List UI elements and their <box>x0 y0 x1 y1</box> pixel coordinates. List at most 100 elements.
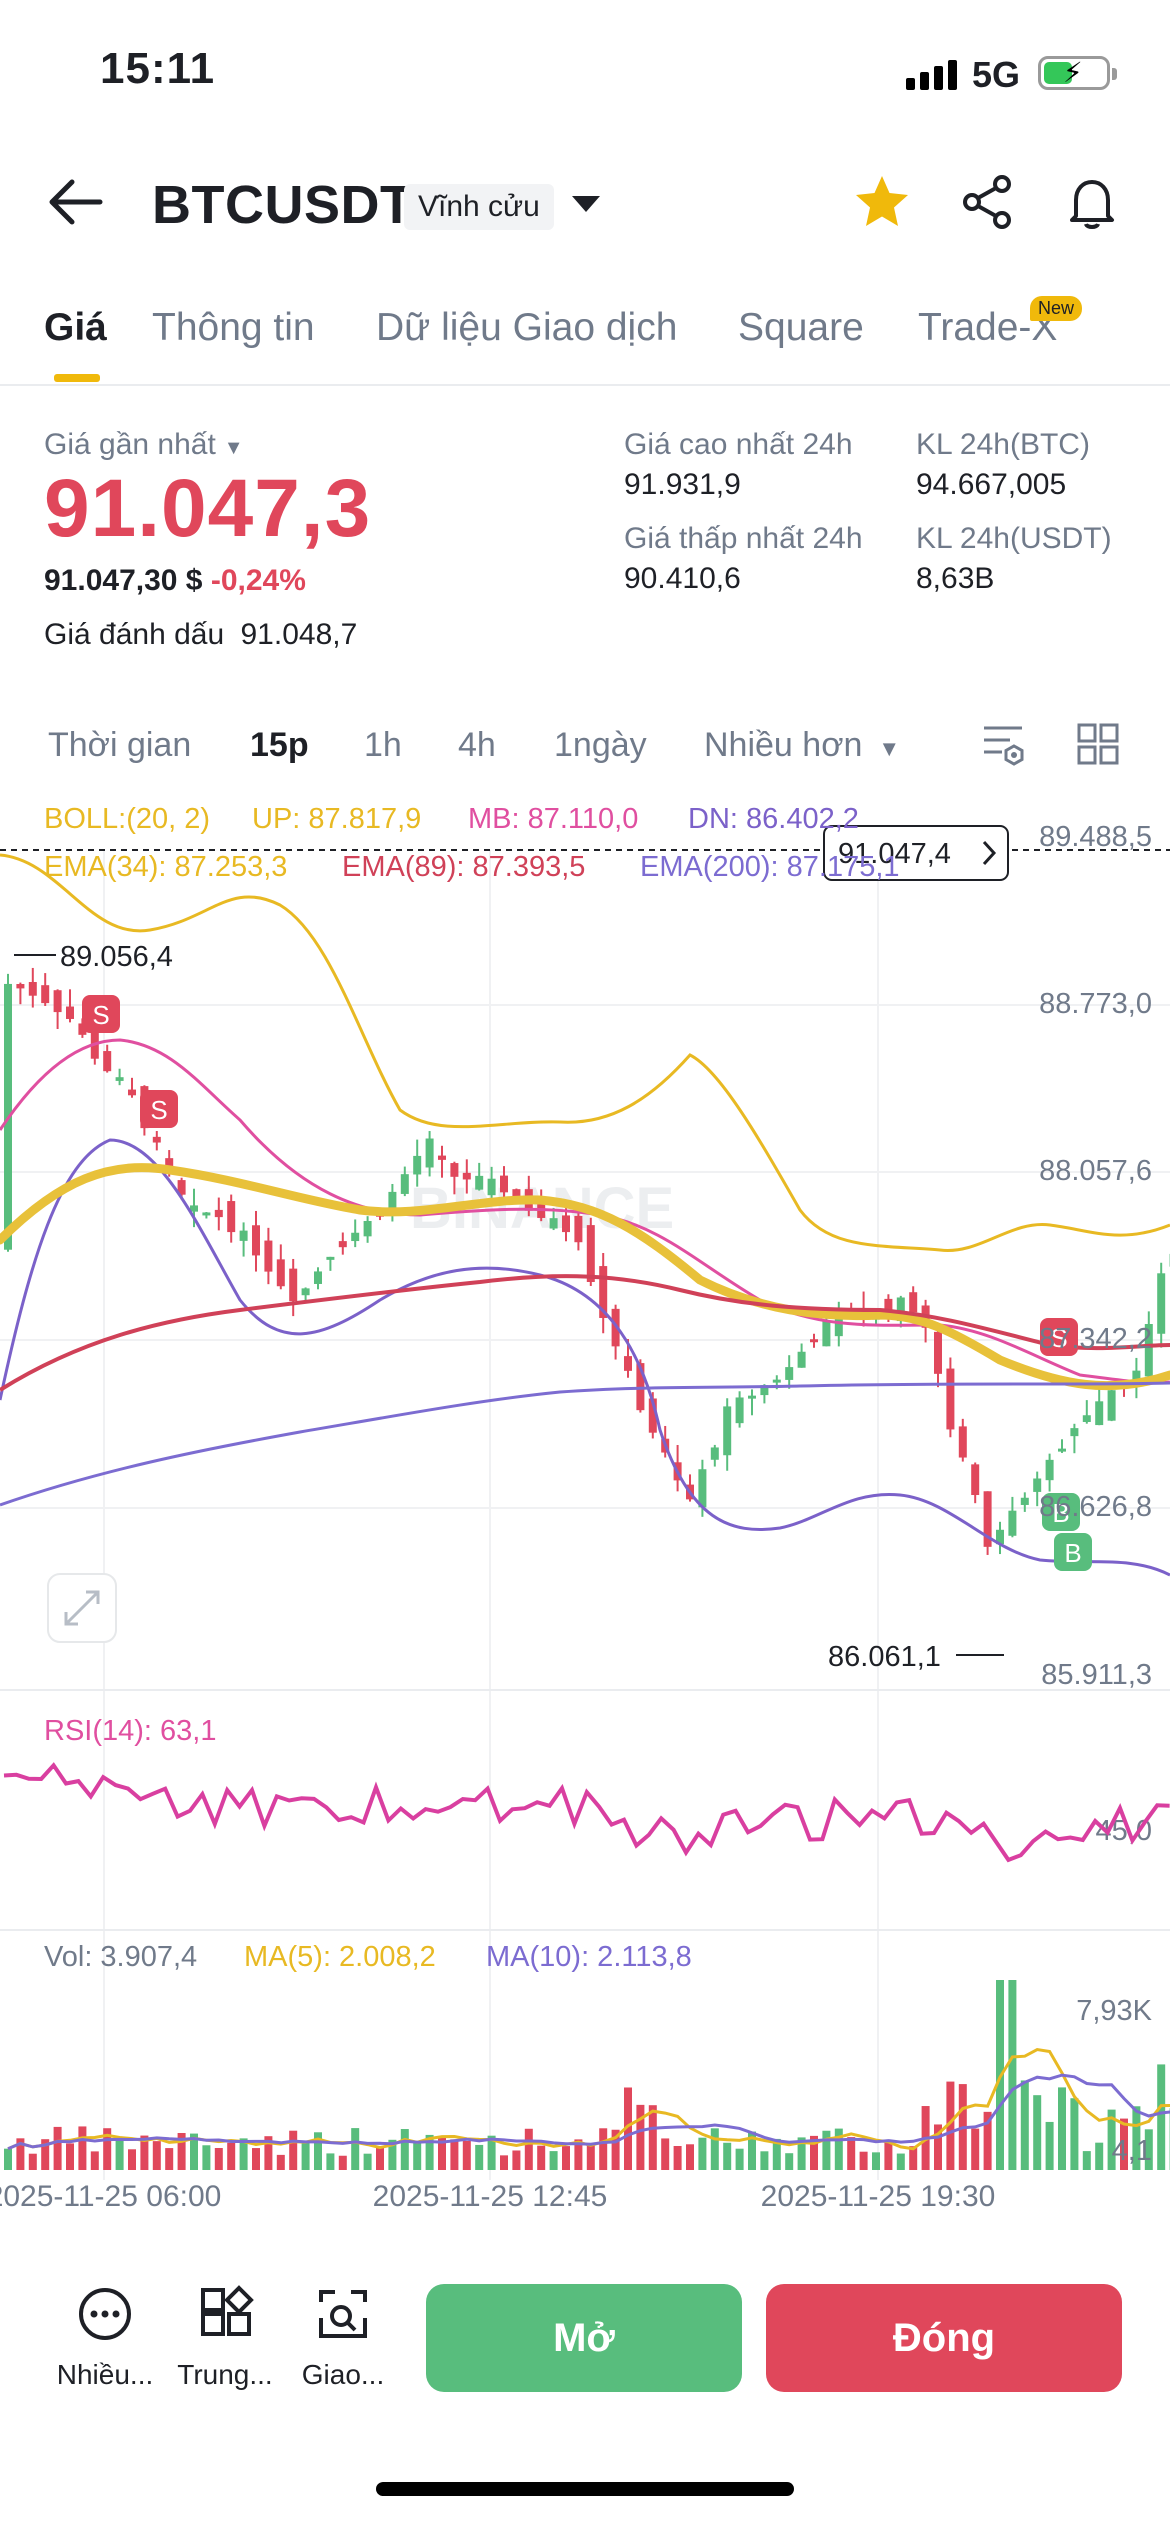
candle-body <box>202 1212 211 1216</box>
svg-text:S: S <box>150 1095 167 1125</box>
volume-bar <box>450 2139 459 2170</box>
candle-body <box>239 1230 248 1241</box>
price-chart[interactable]: BINANCE S S S B B 89.056,4 86.061,1 89.4… <box>0 785 1170 2255</box>
widgets-icon <box>201 2285 254 2336</box>
tab-square[interactable]: Square <box>738 306 864 349</box>
volume-bar <box>586 2144 595 2170</box>
trade-bot-icon <box>319 2290 367 2338</box>
candle-body <box>1058 1448 1066 1452</box>
chart-grid <box>0 850 1170 2180</box>
tf-15m[interactable]: 15p <box>250 726 309 764</box>
candle-body <box>41 985 50 1004</box>
candle-body <box>462 1172 471 1180</box>
open-position-button[interactable]: Mở <box>426 2284 742 2392</box>
more-button[interactable]: Nhiều... <box>50 2284 160 2391</box>
last-price-label[interactable]: Giá gần nhất ▼ <box>44 428 244 461</box>
high-marker: 89.056,4 <box>60 941 173 973</box>
volume-bar <box>983 2111 992 2170</box>
candle-body <box>574 1215 583 1243</box>
tf-1d[interactable]: 1ngày <box>554 726 647 764</box>
candle-body <box>165 1158 174 1169</box>
volume-bar <box>78 2126 87 2170</box>
volume-bar <box>524 2128 533 2170</box>
volume-bar <box>326 2153 335 2170</box>
trade-button[interactable]: Giao... <box>288 2284 398 2391</box>
tab-price[interactable]: Giá <box>44 306 107 349</box>
tf-1h[interactable]: 1h <box>364 726 402 764</box>
volume-bar <box>140 2135 149 2170</box>
favorite-star-icon[interactable] <box>852 172 912 232</box>
volume-bar <box>289 2130 298 2170</box>
volume-bar <box>698 2137 707 2170</box>
more-label: Nhiều... <box>56 2359 154 2390</box>
volume-bar <box>909 2146 918 2170</box>
tab-trading-data[interactable]: Dữ liệu Giao dịch <box>376 306 678 349</box>
low-marker: 86.061,1 <box>828 1641 941 1673</box>
volume-bar <box>177 2133 186 2170</box>
network-type: 5G <box>972 54 1021 95</box>
candle-body <box>438 1155 446 1160</box>
tf-more[interactable]: Nhiều hơn ▼ <box>704 726 901 764</box>
x-tick: 2025-11-25 06:00 <box>0 2180 221 2213</box>
candle-body <box>772 1379 781 1383</box>
candle-body <box>276 1259 285 1287</box>
candle-body <box>338 1241 347 1248</box>
alert-bell-icon[interactable] <box>1062 172 1122 232</box>
volume-bar <box>934 2124 942 2170</box>
back-arrow-icon[interactable] <box>46 176 106 228</box>
volume-bar <box>1045 2121 1054 2170</box>
candle-body <box>28 982 37 996</box>
volume-bar <box>1157 2064 1166 2170</box>
vol-ma10-line <box>7 2073 1170 2151</box>
candle-body <box>934 1331 942 1374</box>
candle-body <box>896 1297 905 1322</box>
ema200-line <box>0 1381 1170 1507</box>
home-indicator[interactable] <box>376 2482 794 2496</box>
volume-bar <box>425 2134 434 2170</box>
volume-bar <box>438 2136 446 2170</box>
close-position-button[interactable]: Đóng <box>766 2284 1122 2392</box>
battery-icon: ⚡ <box>1038 56 1117 90</box>
pair-dropdown-icon[interactable] <box>572 196 600 212</box>
candlesticks <box>4 967 1170 1555</box>
candle-body <box>314 1271 322 1284</box>
candle-body <box>748 1395 756 1399</box>
candle-body <box>450 1163 459 1177</box>
active-tab-indicator <box>54 374 100 382</box>
layout-grid-icon[interactable] <box>1076 722 1120 766</box>
tf-4h[interactable]: 4h <box>458 726 496 764</box>
volume-bar <box>760 2151 769 2170</box>
tab-info[interactable]: Thông tin <box>152 306 315 349</box>
volume-bar <box>53 2126 62 2170</box>
volume-bar <box>16 2138 25 2170</box>
candle-body <box>128 1089 136 1096</box>
candle-body <box>1045 1459 1054 1481</box>
boll-legend: BOLL:(20, 2) UP: 87.817,9 MB: 87.110,0 D… <box>44 803 859 835</box>
candle-body <box>810 1339 818 1343</box>
candle-body <box>723 1406 732 1456</box>
volume-bar <box>772 2138 781 2170</box>
indicator-settings-icon[interactable] <box>980 720 1026 766</box>
volume-bar <box>4 2148 12 2170</box>
volume-bar <box>847 2137 856 2170</box>
volume-bar <box>500 2155 508 2170</box>
candle-body <box>946 1368 955 1430</box>
volume-bar <box>1082 2151 1091 2170</box>
candle-body <box>834 1315 843 1337</box>
svg-text:B: B <box>1052 1498 1069 1528</box>
volume-bar <box>1132 2106 1141 2170</box>
y-tick: 87.342,2 <box>1039 1323 1152 1355</box>
middle-button[interactable]: Trung... <box>170 2284 280 2391</box>
candle-body <box>971 1464 980 1496</box>
candle-body <box>1132 1370 1141 1386</box>
volume-bar <box>599 2128 608 2170</box>
pair-title[interactable]: BTCUSDT <box>152 175 414 235</box>
tf-time[interactable]: Thời gian <box>48 726 192 764</box>
volume-bar <box>338 2155 347 2170</box>
share-icon[interactable] <box>958 172 1018 232</box>
svg-text:S: S <box>92 1000 109 1030</box>
candle-body <box>214 1209 223 1218</box>
volume-bar <box>115 2137 124 2170</box>
sell-signal: S <box>1040 1318 1078 1356</box>
svg-text:MA(5): 2.008,2: MA(5): 2.008,2 <box>244 1941 436 1973</box>
